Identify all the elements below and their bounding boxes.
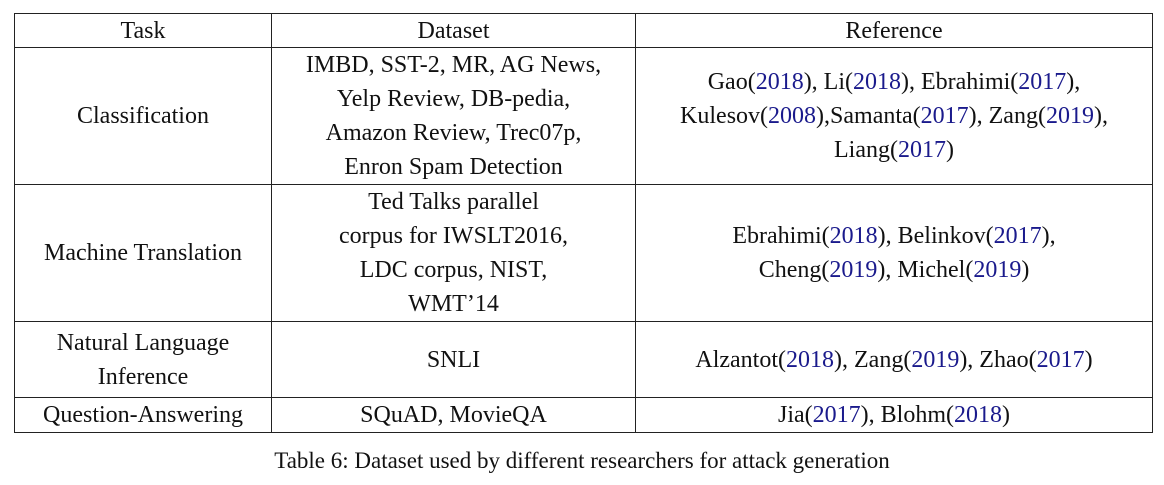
reference-line: Cheng(2019), Michel(2019) (642, 253, 1146, 287)
dataset-cell: Ted Talks parallel corpus for IWSLT2016, L… (271, 184, 636, 322)
table-row: Question-Answering SQuAD, MovieQA Jia(2017… (14, 397, 1153, 433)
reference-text: Jia( (778, 402, 813, 428)
task-cell: Question-Answering (14, 397, 272, 433)
task-line: Natural Language (56, 329, 230, 356)
table-header-row: Task Dataset Reference (14, 13, 1153, 48)
citation-year-link[interactable]: 2019 (911, 346, 960, 373)
reference-cell: Gao(2018), Li(2018), Ebrahimi(2017), Kule… (635, 47, 1153, 185)
task-line: Question-Answering (43, 402, 243, 428)
citation-year-link[interactable]: 2017 (1018, 69, 1067, 95)
reference-cell: Ebrahimi(2018), Belinkov(2017), Cheng(201… (635, 184, 1153, 322)
task-cell: Natural Language Inference (14, 321, 272, 398)
task-line: Machine Translation (44, 240, 242, 266)
header-reference: Reference (635, 13, 1153, 48)
citation-year-link[interactable]: 2017 (1036, 346, 1085, 373)
reference-text: ) (945, 137, 954, 163)
table-row: Machine Translation Ted Talks parallel cor… (14, 184, 1153, 322)
table-body: Classification IMBD, SST-2, MR, AG News, Y… (14, 47, 1153, 433)
dataset-cell: SQuAD, MovieQA (271, 397, 636, 433)
citation-year-link[interactable]: 2019 (973, 257, 1022, 283)
reference-text: ), Zang( (834, 346, 912, 373)
dataset-line: Yelp Review, DB-pedia, (336, 86, 571, 112)
reference-text: ), (1093, 103, 1108, 129)
reference-text: ) (1021, 257, 1030, 283)
reference-text: Kulesov( (680, 103, 769, 129)
table-row: Natural Language Inference SNLI Alzantot(20… (14, 321, 1153, 398)
reference-text: ), Blohm( (860, 402, 954, 428)
table-row: Classification IMBD, SST-2, MR, AG News, Y… (14, 47, 1153, 185)
reference-text: ), Zang( (968, 103, 1046, 129)
task-line: Inference (97, 363, 189, 390)
dataset-reference-table: Task Dataset Reference Classification IMB… (14, 13, 1153, 433)
citation-year-link[interactable]: 2018 (755, 69, 804, 95)
reference-line: Ebrahimi(2018), Belinkov(2017), (642, 219, 1146, 253)
reference-text: Liang( (834, 137, 898, 163)
reference-line: Alzantot(2018), Zang(2019), Zhao(2017) (642, 343, 1146, 377)
header-dataset: Dataset (271, 13, 636, 48)
dataset-line: SQuAD, MovieQA (360, 402, 547, 428)
reference-text: Alzantot( (695, 346, 787, 373)
reference-text: Gao( (707, 69, 756, 95)
reference-line: Kulesov(2008),Samanta(2017), Zang(2019), (642, 99, 1146, 133)
task-cell: Classification (14, 47, 272, 185)
citation-year-link[interactable]: 2017 (812, 402, 861, 428)
reference-text: ) (1084, 346, 1093, 373)
dataset-line: Amazon Review, Trec07p, (325, 120, 582, 146)
citation-year-link[interactable]: 2017 (993, 223, 1042, 249)
reference-text: Ebrahimi( (732, 223, 830, 249)
citation-year-link[interactable]: 2008 (768, 103, 817, 129)
reference-text: ),Samanta( (816, 103, 921, 129)
table-caption: Table 6: Dataset used by different resea… (274, 448, 890, 473)
dataset-line: Ted Talks parallel (368, 189, 539, 215)
citation-year-link[interactable]: 2018 (829, 223, 878, 249)
citation-year-link[interactable]: 2017 (897, 137, 946, 163)
citation-year-link[interactable]: 2018 (953, 402, 1002, 428)
dataset-line: SNLI (426, 346, 481, 373)
dataset-line: WMT’14 (408, 291, 499, 317)
dataset-line: corpus for IWSLT2016, (338, 223, 569, 249)
reference-cell: Jia(2017), Blohm(2018) (635, 397, 1153, 433)
reference-text: ), Ebrahimi( (901, 69, 1019, 95)
reference-line: Liang(2017) (642, 133, 1146, 167)
reference-cell: Alzantot(2018), Zang(2019), Zhao(2017) (635, 321, 1153, 398)
citation-year-link[interactable]: 2017 (920, 103, 969, 129)
dataset-line: LDC corpus, NIST, (359, 257, 548, 283)
dataset-line: IMBD, SST-2, MR, AG News, (305, 52, 602, 78)
citation-year-link[interactable]: 2018 (853, 69, 901, 95)
reference-text: ), (1041, 223, 1056, 249)
reference-text: Cheng( (758, 257, 830, 283)
reference-text: ), Belinkov( (877, 223, 994, 249)
task-line: Classification (77, 103, 209, 129)
reference-text: ), Michel( (877, 257, 974, 283)
header-task: Task (14, 13, 272, 48)
citation-year-link[interactable]: 2018 (786, 346, 835, 373)
reference-line: Gao(2018), Li(2018), Ebrahimi(2017), (642, 65, 1146, 99)
reference-text: ) (1001, 402, 1010, 428)
dataset-cell: SNLI (271, 321, 636, 398)
reference-text: ), Zhao( (959, 346, 1037, 373)
reference-line: Jia(2017), Blohm(2018) (642, 398, 1146, 432)
citation-year-link[interactable]: 2019 (1045, 103, 1094, 129)
reference-text: ), Li( (803, 69, 853, 95)
dataset-cell: IMBD, SST-2, MR, AG News, Yelp Review, DB… (271, 47, 636, 185)
task-cell: Machine Translation (14, 184, 272, 322)
dataset-line: Enron Spam Detection (344, 154, 563, 180)
reference-text: ), (1066, 69, 1081, 95)
citation-year-link[interactable]: 2019 (829, 257, 878, 283)
